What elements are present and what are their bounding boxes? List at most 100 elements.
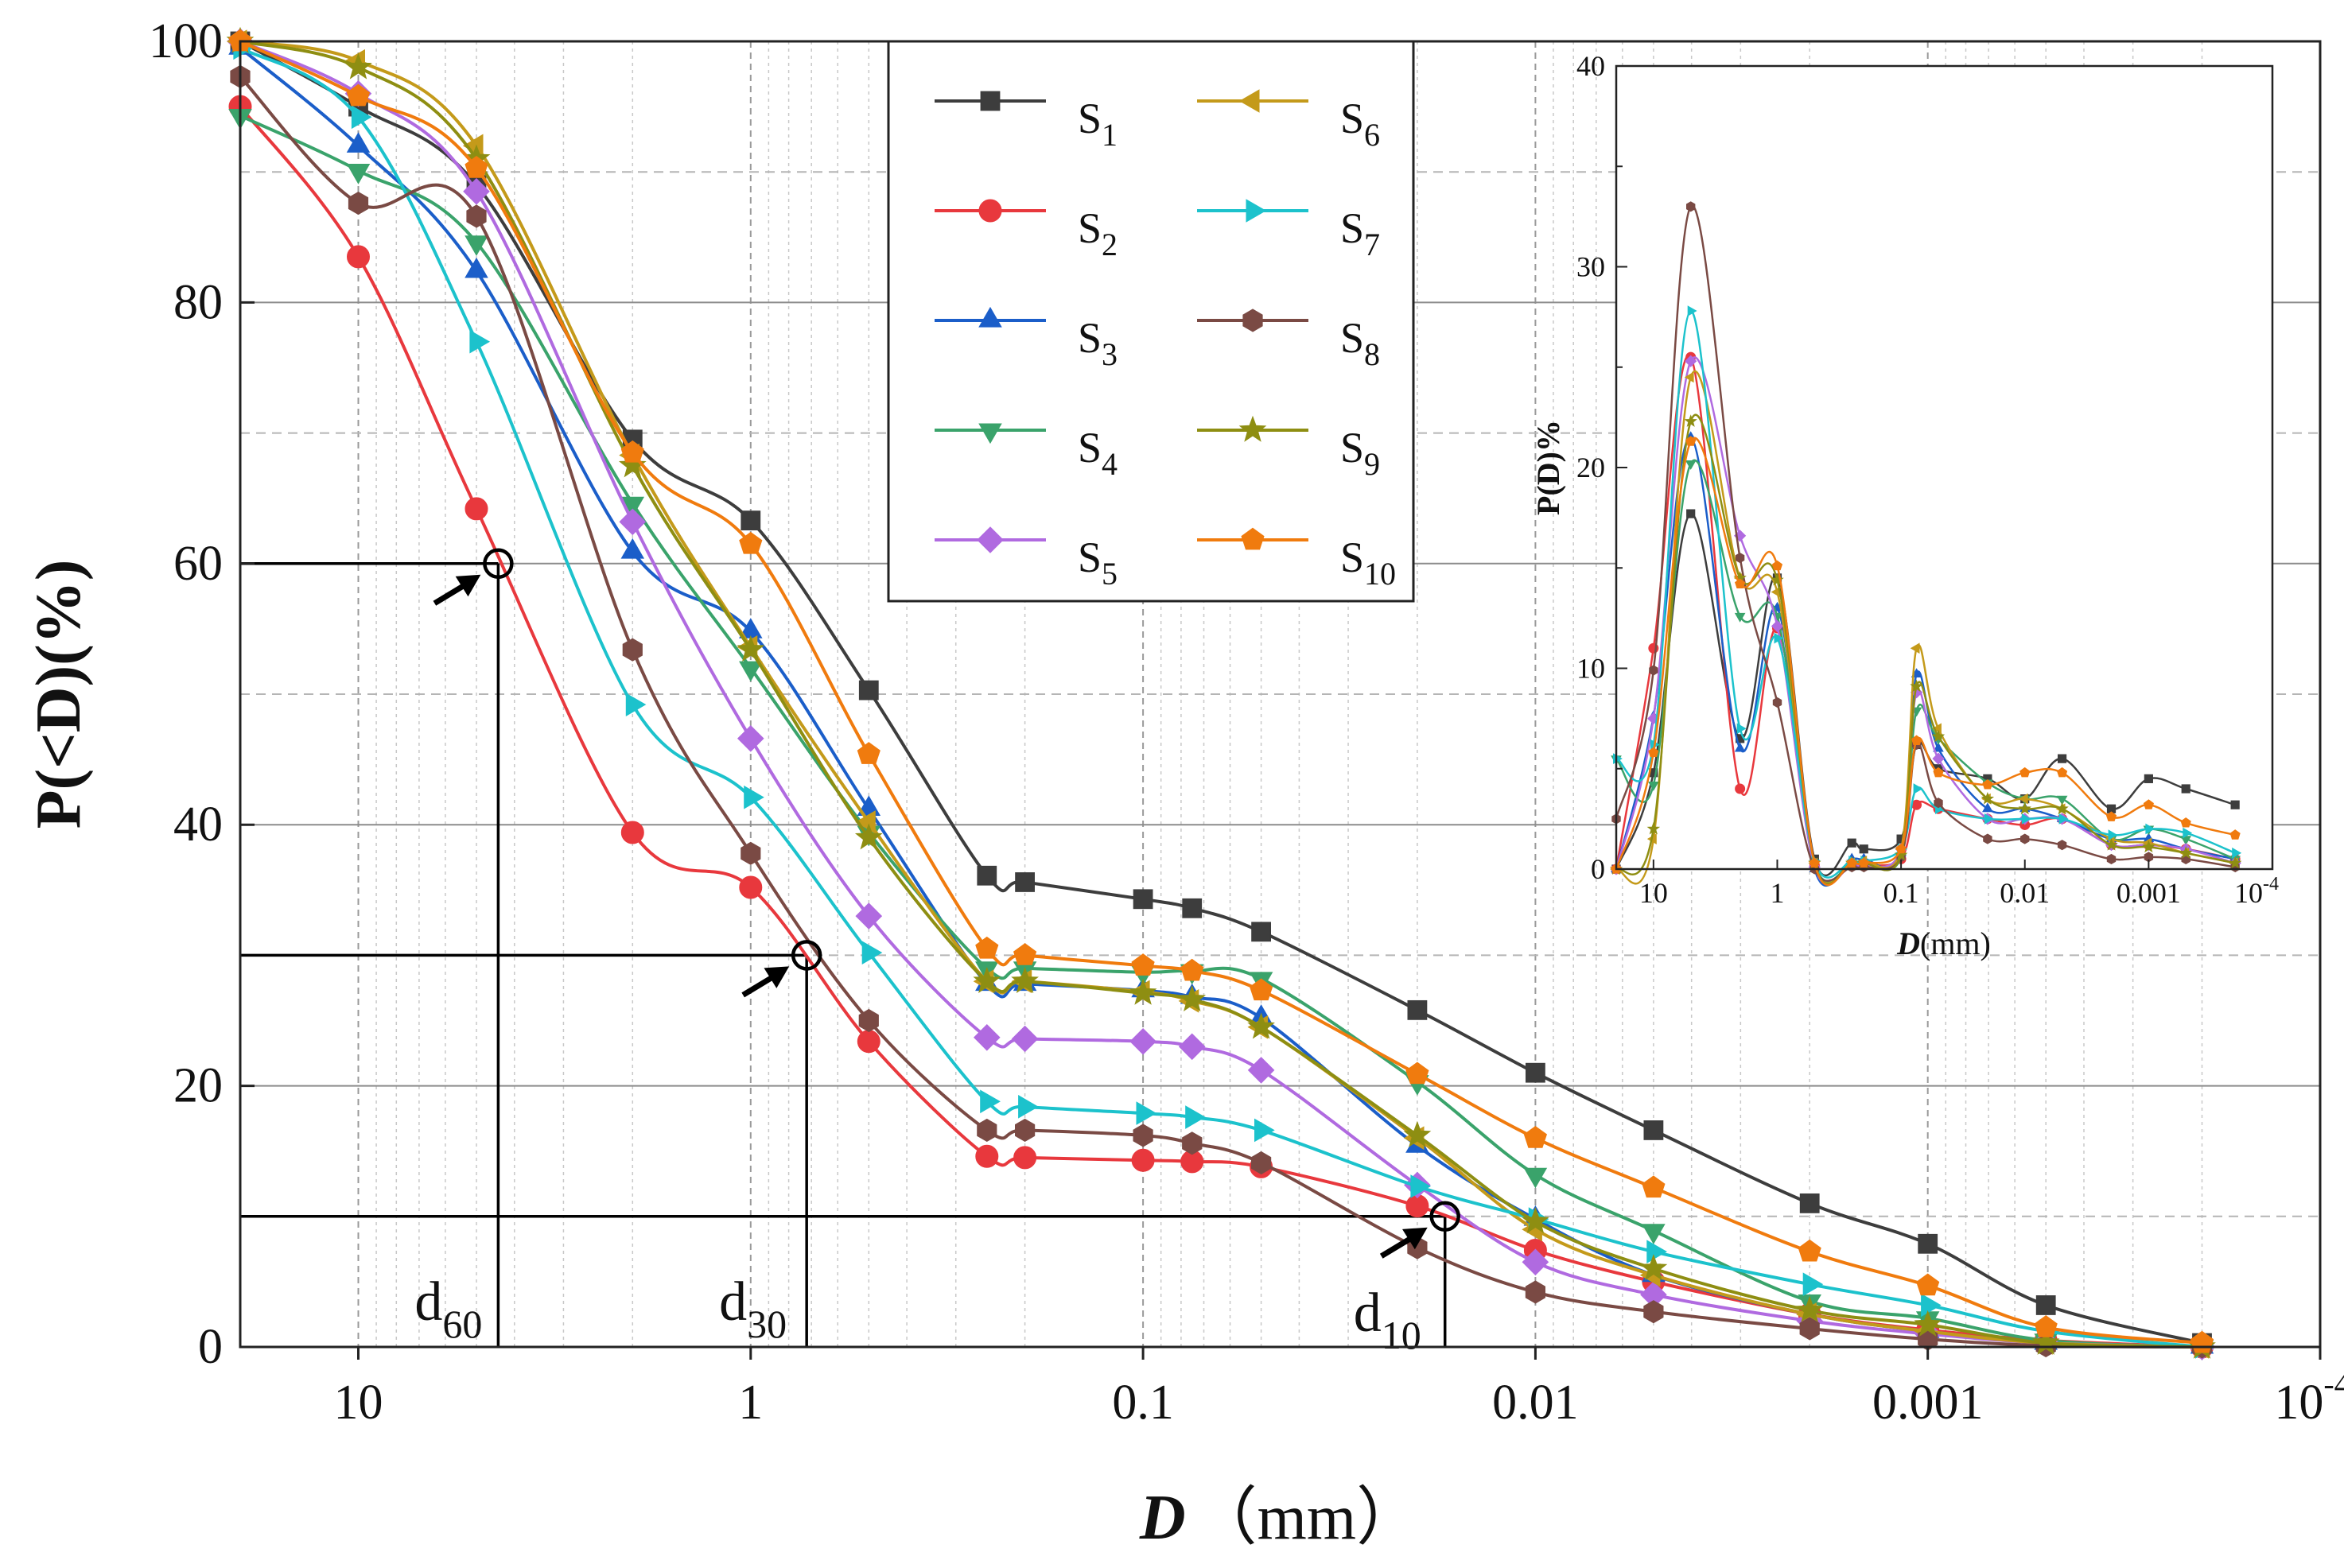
inset-data-point <box>1932 723 1942 735</box>
legend-subscript: 10 <box>1364 556 1396 592</box>
data-point <box>1798 1239 1821 1262</box>
inset-data-point <box>1933 767 1944 778</box>
inset-data-point <box>2019 767 2031 778</box>
legend-letter: S <box>1340 95 1364 142</box>
legend-item: S5 <box>935 526 1118 592</box>
inset-data-point <box>2180 817 2191 828</box>
inset-data-point <box>1895 843 1907 854</box>
inset-data-point <box>1733 530 1747 542</box>
x-tick-label: 0.001 <box>1872 1376 1984 1430</box>
data-point <box>741 841 761 865</box>
legend-letter: S <box>1340 424 1364 472</box>
inset-data-point <box>2142 840 2155 853</box>
annotation-label: d30 <box>719 1271 787 1346</box>
data-point <box>1180 958 1204 981</box>
inset-data-point <box>1894 848 1908 861</box>
series-S10 <box>228 29 2214 1353</box>
legend-subscript: 1 <box>1102 117 1118 153</box>
data-point <box>463 177 490 205</box>
data-point <box>1522 1207 1549 1234</box>
data-point <box>1250 978 1273 1001</box>
data-point <box>1136 1101 1157 1125</box>
legend-subscript: 7 <box>1364 227 1380 262</box>
data-point <box>346 132 371 153</box>
data-point <box>739 531 763 554</box>
inset-x-tick-label: 0.001 <box>2117 877 2181 909</box>
x-tick-label: 10 <box>333 1376 383 1430</box>
inset-chart: 0 10 20 30 40 10 1 0.1 0.01 0.001 10-4 P(D)% D(mm) <box>1530 50 2279 961</box>
inset-data-point <box>1648 747 1659 758</box>
legend-item: S2 <box>935 199 1118 262</box>
y-tick-label: 20 <box>173 1059 223 1113</box>
inset-data-point <box>1982 779 1993 790</box>
inset-data-point <box>1931 729 1946 743</box>
data-point <box>1129 1027 1156 1055</box>
legend-label: S4 <box>1078 424 1118 482</box>
inset-data-point <box>1685 436 1697 446</box>
data-point <box>618 451 647 478</box>
data-point <box>1133 889 1153 910</box>
legend-subscript: 8 <box>1364 336 1380 372</box>
legend-item: S4 <box>935 423 1118 482</box>
data-point <box>622 638 643 662</box>
x-tick-label: 1 <box>738 1376 763 1430</box>
data-point <box>1247 1012 1275 1039</box>
inset-data-point <box>1846 857 1857 867</box>
y-tick-label: 40 <box>173 798 223 852</box>
x-tick-exponent: -4 <box>2323 1366 2344 1402</box>
data-point <box>1918 1233 1938 1254</box>
inset-data-point <box>2055 801 2069 815</box>
inset-data-point <box>1984 813 1994 825</box>
data-point <box>854 823 883 850</box>
annotation-label: d60 <box>414 1271 482 1346</box>
inset-data-point <box>1687 305 1697 316</box>
data-point <box>1182 1131 1203 1155</box>
legend-item: S6 <box>1197 89 1380 153</box>
legend-letter: S <box>1340 204 1364 252</box>
data-point <box>1639 1254 1668 1281</box>
inset-y-tick-label: 10 <box>1576 653 1605 685</box>
data-point <box>861 941 883 964</box>
inset-data-point <box>1809 857 1820 867</box>
inset-data-point <box>2105 838 2118 851</box>
data-point <box>2035 1295 2056 1315</box>
data-point <box>1178 1033 1206 1061</box>
legend-label: S1 <box>1078 95 1118 153</box>
annotation-letter: d <box>719 1271 747 1333</box>
legend-marker <box>1246 199 1267 223</box>
inset-x-tick-label: 1 <box>1770 877 1784 909</box>
data-point <box>466 204 487 228</box>
data-point <box>348 192 369 215</box>
data-point <box>346 164 371 184</box>
data-point <box>1410 1174 1431 1198</box>
inset-data-point <box>1684 414 1697 427</box>
inset-y-axis-title: P(D)% <box>1530 420 1566 515</box>
inset-data-point <box>1686 509 1696 518</box>
data-point <box>855 902 883 930</box>
inset-data-point <box>1934 798 1943 809</box>
inset-series-S10 <box>1611 436 2241 887</box>
data-point <box>858 1008 879 1033</box>
data-point <box>858 680 879 701</box>
legend-marker <box>978 306 1002 328</box>
data-point <box>1921 1293 1942 1318</box>
inset-data-point <box>2108 829 2118 840</box>
inset-series-line <box>1615 309 2236 879</box>
data-point <box>1799 1317 1820 1341</box>
annotation-subscript: 10 <box>1382 1313 1421 1357</box>
legend-marker <box>978 199 1002 223</box>
data-point <box>980 1089 1001 1114</box>
inset-data-point <box>1774 632 1784 644</box>
inset-data-point <box>1685 355 1697 367</box>
data-point <box>1133 1124 1153 1147</box>
data-point <box>857 742 880 764</box>
inset-data-point <box>1735 553 1745 564</box>
inset-data-point <box>2021 813 2031 825</box>
y-tick-label: 0 <box>198 1320 223 1374</box>
annotation-letter: d <box>1354 1283 1382 1344</box>
inset-data-point <box>1734 742 1746 752</box>
annotation-label: d10 <box>1354 1283 1421 1357</box>
data-point <box>739 875 763 899</box>
